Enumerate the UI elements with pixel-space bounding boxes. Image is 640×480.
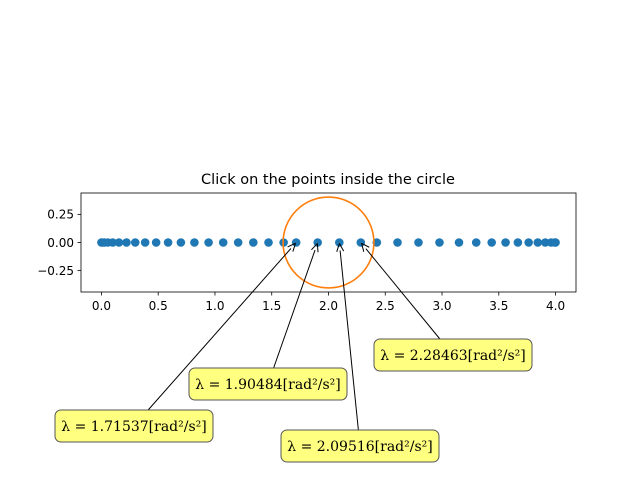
data-points[interactable] [97,238,560,247]
data-point[interactable] [471,238,481,247]
y-tick-label: 0.25 [47,208,74,222]
data-point[interactable] [163,238,173,247]
annotation-box [188,367,348,401]
data-point[interactable] [122,238,131,247]
annotation-arrow-line [339,250,359,431]
data-point[interactable] [356,238,366,247]
annotation-arrow-line [273,249,316,369]
annotation-arrow-head [311,243,319,253]
y-tick-label: −0.25 [37,264,74,278]
annotation-arrow-head [287,242,296,252]
selection-circle [282,196,375,289]
selection-circle-layer [282,196,375,289]
y-tick-label: 0.00 [47,236,74,250]
x-tick-label: 3.5 [489,299,508,313]
data-point[interactable] [291,238,301,247]
annotations: λ = 1.71537[rad²/s²] λ = 1.90484[rad²/s²]… [54,242,533,463]
data-point[interactable] [140,238,150,247]
data-point[interactable] [335,238,344,247]
annotation-arrow-head [336,243,345,252]
data-point[interactable] [454,238,464,247]
data-point[interactable] [114,238,124,247]
annotation-label: λ = 2.09516[rad²/s²] [287,439,432,455]
annotation-box [54,409,214,443]
data-point[interactable] [176,238,186,247]
data-point[interactable] [264,238,273,247]
annotation-box [373,338,533,372]
data-point[interactable] [393,238,402,247]
x-tick-label: 4.0 [546,299,565,313]
data-point[interactable] [551,238,560,247]
data-point[interactable] [108,238,118,247]
data-point[interactable] [501,238,510,247]
data-point[interactable] [435,238,444,247]
annotation-label: λ = 1.71537[rad²/s²] [61,419,206,435]
data-point[interactable] [218,238,228,247]
annotation-box [280,429,440,463]
data-point[interactable] [151,238,161,247]
data-point[interactable] [233,238,243,247]
data-point[interactable] [372,238,382,247]
axes-frame [80,192,577,293]
data-point[interactable] [487,238,496,247]
data-point[interactable] [533,238,543,247]
chart-title: Click on the points inside the circle [201,172,455,188]
x-tick-label: 0.5 [149,299,168,313]
data-point[interactable] [249,238,258,247]
x-tick-label: 3.0 [432,299,451,313]
annotation-arrow-head [360,242,370,252]
x-tick-label: 1.5 [262,299,281,313]
data-point[interactable] [414,238,423,247]
x-tick-label: 0.0 [92,299,111,313]
annotation-label: λ = 1.90484[rad²/s²] [195,377,340,393]
data-point[interactable] [190,238,199,247]
x-tick-label: 2.0 [319,299,338,313]
x-tick-label: 2.5 [376,299,395,313]
annotation-arrow-line [147,248,292,411]
data-point[interactable] [204,238,213,247]
annotation-label: λ = 2.28463[rad²/s²] [380,348,525,364]
x-tick-label: 1.0 [205,299,224,313]
data-point[interactable] [524,238,533,247]
data-point[interactable] [313,238,322,247]
axis-ticks: 0.0 0.5 1.0 1.5 2.0 2.5 3.0 3.5 4.0 0.25 0.00 −0.25 [37,208,565,313]
annotation-arrow-line [365,248,441,340]
data-point[interactable] [513,238,523,247]
data-point[interactable] [130,238,140,247]
